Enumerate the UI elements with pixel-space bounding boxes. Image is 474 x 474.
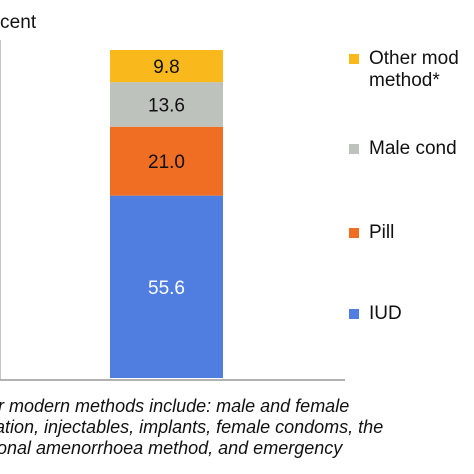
bar-segment-iud [110,195,223,378]
data-label: 21.0 [148,152,185,173]
legend-label: Male cond [369,138,457,160]
legend-label-line: Other mod [369,48,459,69]
bar-segment-other-mod-method [110,50,223,83]
data-label: 55.6 [148,278,185,299]
legend-swatch [349,228,359,238]
legend-swatch [349,144,359,154]
legend-label: Other mod method* [369,48,459,92]
data-label: 13.6 [148,95,185,116]
bar-segment-male-cond [110,82,223,127]
legend-label-line: IUD [369,303,402,324]
footnote: her modern methods include: male and fem… [0,396,474,459]
data-label: 9.8 [153,57,179,78]
legend-label: IUD [369,303,402,325]
legend-label-line: Male cond [369,138,457,159]
legend-label-line: Pill [369,222,395,243]
y-axis-label: cent [0,12,37,33]
footnote-line: ational amenorrhoea method, and emergenc… [0,438,343,458]
legend-swatch [349,309,359,319]
stacked-bar: 55.6 21.0 13.6 9.8 [110,50,223,378]
footnote-line: her modern methods include: male and fem… [0,396,350,416]
legend-label: Pill [369,222,394,244]
footnote-line: lization, injectables, implants, female … [0,417,384,437]
legend-label-line: method* [369,70,440,91]
legend-swatch [349,54,359,64]
bar-segment-pill [110,126,223,196]
